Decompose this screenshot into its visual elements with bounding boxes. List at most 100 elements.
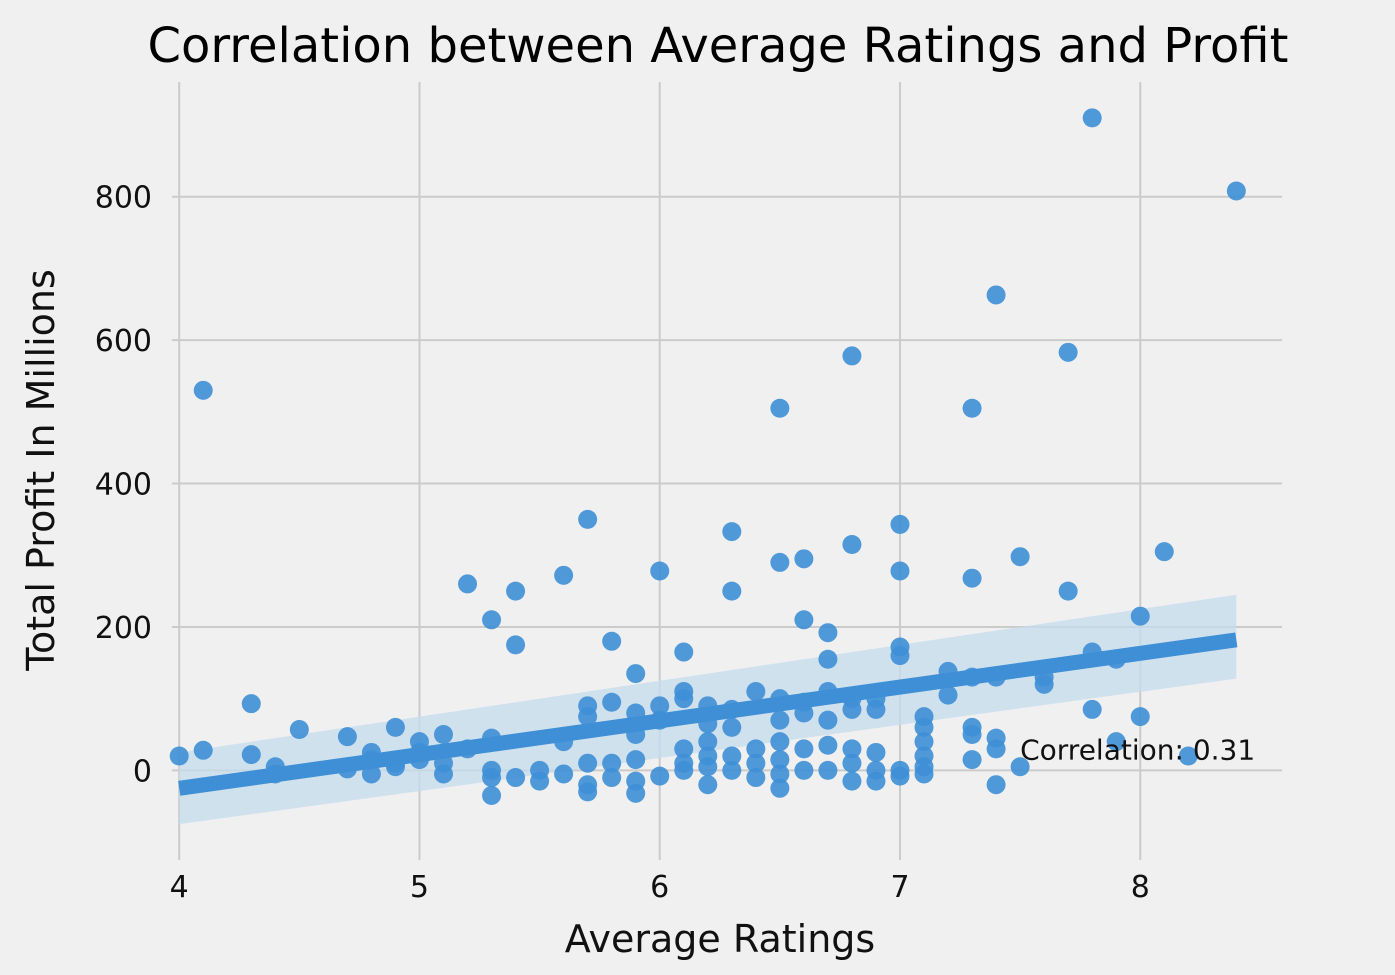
data-point bbox=[962, 725, 982, 745]
data-point bbox=[337, 727, 357, 747]
data-point bbox=[650, 766, 670, 786]
data-point bbox=[602, 753, 622, 773]
data-point bbox=[818, 710, 838, 730]
data-point bbox=[698, 757, 718, 777]
data-point bbox=[794, 610, 814, 630]
data-point bbox=[289, 719, 309, 739]
data-point bbox=[890, 766, 910, 786]
data-point bbox=[674, 642, 694, 662]
data-point bbox=[626, 664, 646, 684]
data-point bbox=[385, 717, 405, 737]
data-point bbox=[482, 768, 502, 788]
data-point bbox=[458, 574, 478, 594]
data-point bbox=[1010, 547, 1030, 567]
data-point bbox=[482, 610, 502, 630]
data-point bbox=[722, 522, 742, 542]
data-point bbox=[554, 565, 574, 585]
data-point bbox=[722, 746, 742, 766]
data-point bbox=[842, 534, 862, 554]
data-point bbox=[674, 689, 694, 709]
data-point bbox=[842, 346, 862, 366]
data-point bbox=[1082, 108, 1102, 128]
y-tick-label: 600 bbox=[95, 324, 152, 359]
x-tick-label: 7 bbox=[890, 870, 909, 905]
data-point bbox=[818, 735, 838, 755]
data-point bbox=[193, 380, 213, 400]
data-point bbox=[1130, 606, 1150, 626]
data-point bbox=[962, 398, 982, 418]
data-point bbox=[722, 717, 742, 737]
data-point bbox=[890, 561, 910, 581]
data-point bbox=[530, 771, 550, 791]
data-point bbox=[770, 750, 790, 770]
y-tick-label: 800 bbox=[95, 181, 152, 216]
data-point bbox=[169, 746, 189, 766]
data-point bbox=[794, 549, 814, 569]
y-axis-label: Total Profit In Millions bbox=[19, 269, 63, 672]
y-tick-label: 400 bbox=[95, 468, 152, 503]
data-point bbox=[794, 739, 814, 759]
data-point bbox=[866, 771, 886, 791]
data-point bbox=[746, 768, 766, 788]
data-point bbox=[1154, 542, 1174, 562]
data-point bbox=[602, 768, 622, 788]
data-point bbox=[842, 771, 862, 791]
data-point bbox=[698, 775, 718, 795]
data-point bbox=[746, 739, 766, 759]
data-point bbox=[1226, 181, 1246, 201]
data-point bbox=[962, 750, 982, 770]
y-tick-label: 0 bbox=[133, 754, 152, 789]
data-point bbox=[890, 514, 910, 534]
data-point bbox=[698, 732, 718, 752]
data-point bbox=[890, 646, 910, 666]
data-point bbox=[674, 760, 694, 780]
data-point bbox=[722, 760, 742, 780]
data-point bbox=[818, 623, 838, 643]
data-point bbox=[1058, 342, 1078, 362]
data-point bbox=[578, 782, 598, 802]
data-point bbox=[914, 732, 934, 752]
data-point bbox=[770, 552, 790, 572]
x-tick-label: 5 bbox=[410, 870, 429, 905]
y-tick-label: 200 bbox=[95, 611, 152, 646]
data-point bbox=[842, 739, 862, 759]
data-point bbox=[578, 753, 598, 773]
data-point bbox=[1106, 732, 1126, 752]
data-point bbox=[578, 509, 598, 529]
data-point bbox=[986, 775, 1006, 795]
data-point bbox=[1082, 699, 1102, 719]
x-axis-label: Average Ratings bbox=[565, 917, 875, 961]
data-point bbox=[914, 717, 934, 737]
data-point bbox=[433, 725, 453, 745]
chart-title: Correlation between Average Ratings and … bbox=[148, 18, 1289, 74]
data-point bbox=[602, 692, 622, 712]
data-point bbox=[506, 635, 526, 655]
data-point bbox=[770, 732, 790, 752]
data-point bbox=[1058, 581, 1078, 601]
regression-line bbox=[178, 632, 1238, 796]
data-point bbox=[241, 694, 261, 714]
x-tick-label: 8 bbox=[1131, 870, 1150, 905]
data-point bbox=[914, 764, 934, 784]
data-point bbox=[842, 699, 862, 719]
data-point bbox=[626, 783, 646, 803]
data-point bbox=[962, 568, 982, 588]
data-point bbox=[770, 710, 790, 730]
data-point bbox=[842, 753, 862, 773]
correlation-annotation: Correlation: 0.31 bbox=[1020, 734, 1255, 767]
data-point bbox=[674, 739, 694, 759]
data-point bbox=[506, 581, 526, 601]
tick-labels: 4 5 6 7 8 0 200 400 600 800 bbox=[95, 181, 1150, 905]
data-point bbox=[746, 753, 766, 773]
data-point bbox=[818, 649, 838, 669]
data-point bbox=[433, 764, 453, 784]
data-point bbox=[746, 681, 766, 701]
data-point bbox=[506, 768, 526, 788]
data-point bbox=[650, 561, 670, 581]
data-point bbox=[1034, 674, 1054, 694]
data-point bbox=[1178, 746, 1198, 766]
data-point bbox=[986, 739, 1006, 759]
data-point bbox=[722, 581, 742, 601]
